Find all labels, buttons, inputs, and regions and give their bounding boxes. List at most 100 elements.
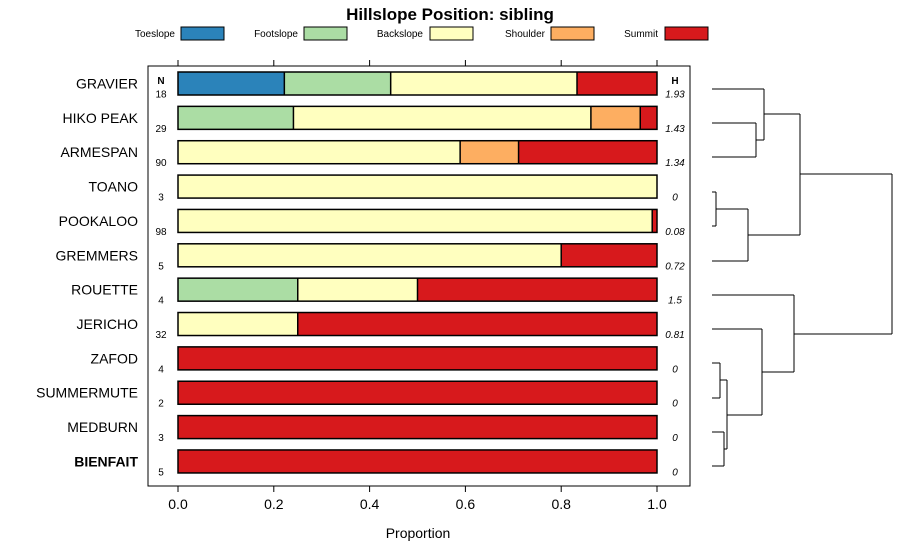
row-label-gremmers: GREMMERS (56, 247, 138, 263)
h-value-gravier: 1.93 (665, 90, 685, 101)
bar-outline-toano (177, 174, 658, 199)
bar-segment-zafod-summit (178, 346, 657, 370)
h-value-medburn: 0 (672, 433, 678, 444)
legend-swatch-backslope (429, 26, 474, 41)
bar-row-jericho: JERICHO 32 0.81 (77, 311, 685, 341)
row-label-zafod: ZAFOD (91, 350, 138, 366)
n-value-medburn: 3 (158, 433, 164, 444)
row-label-rouette: ROUETTE (71, 282, 138, 298)
bar-segment-gremmers-summit (561, 243, 657, 267)
h-value-rouette: 1.5 (668, 296, 682, 307)
bar-outline-gravier (177, 71, 658, 96)
bar-outline-gremmers (177, 243, 658, 268)
bar-outline-medburn (177, 414, 658, 440)
x-tick-label: 0.6 (456, 496, 476, 512)
h-column-header: H (671, 76, 678, 87)
bar-row-hiko-peak: HIKO PEAK 29 1.43 (63, 105, 685, 135)
bar-row-pookaloo: POOKALOO 98 0.08 (59, 208, 685, 238)
bar-segment-rouette-backslope (297, 278, 418, 302)
bar-outline-hiko-peak (177, 105, 658, 131)
bar-segment-gremmers-backslope (178, 243, 562, 267)
row-label-armespan: ARMESPAN (60, 144, 138, 160)
n-value-jericho: 32 (155, 330, 167, 341)
row-label-hiko-peak: HIKO PEAK (63, 110, 139, 126)
h-value-bienfait: 0 (672, 467, 678, 478)
bar-segment-armespan-backslope (178, 140, 461, 164)
bar-segment-hiko-peak-backslope (293, 106, 591, 130)
x-axis-title: Proportion (386, 525, 451, 541)
legend-label-shoulder: Shoulder (505, 29, 546, 40)
bar-segment-jericho-summit (297, 312, 657, 336)
h-value-jericho: 0.81 (665, 330, 684, 341)
chart-title: Hillslope Position: sibling (346, 5, 554, 24)
bar-outline-pookaloo (177, 208, 658, 234)
bar-segment-gravier-toeslope (178, 72, 285, 95)
bar-segment-armespan-shoulder (460, 140, 519, 164)
bar-outline-armespan (177, 139, 658, 165)
x-tick-label: 0.0 (168, 496, 188, 512)
x-tick-label: 0.8 (551, 496, 571, 512)
x-tick-label: 0.4 (360, 496, 380, 512)
n-value-pookaloo: 98 (155, 227, 167, 238)
n-value-rouette: 4 (158, 296, 164, 307)
n-value-zafod: 4 (158, 364, 164, 375)
bar-row-armespan: ARMESPAN 90 1.34 (60, 139, 685, 169)
legend-swatch-shoulder (550, 26, 595, 41)
bar-segment-hiko-peak-shoulder (590, 106, 641, 130)
bar-segment-gravier-summit (577, 72, 657, 95)
bar-segment-hiko-peak-footslope (178, 106, 294, 130)
bar-segment-gravier-footslope (284, 72, 391, 95)
bar-segment-jericho-backslope (178, 312, 298, 336)
legend-label-toeslope: Toeslope (135, 29, 175, 40)
row-label-summermute: SUMMERMUTE (36, 385, 138, 401)
plot-frame (147, 65, 691, 487)
legend-label-footslope: Footslope (254, 29, 298, 40)
bar-row-bienfait: BIENFAIT 5 0 (74, 449, 678, 478)
row-label-gravier: GRAVIER (76, 76, 138, 92)
h-value-hiko-peak: 1.43 (665, 124, 685, 135)
legend-swatch-summit (664, 26, 709, 41)
h-value-gremmers: 0.72 (665, 261, 685, 272)
bar-segment-rouette-summit (417, 278, 657, 302)
legend-label-backslope: Backslope (377, 29, 424, 40)
bar-segment-bienfait-summit (178, 449, 657, 473)
bar-segment-rouette-footslope (178, 278, 298, 302)
bar-segment-toano-backslope (178, 175, 657, 199)
row-label-bienfait: BIENFAIT (74, 453, 138, 469)
bar-segment-gravier-backslope (390, 72, 578, 95)
h-value-toano: 0 (672, 193, 678, 204)
n-value-hiko-peak: 29 (155, 124, 167, 135)
bar-row-summermute: SUMMERMUTE 2 0 (36, 380, 678, 410)
n-value-toano: 3 (158, 193, 164, 204)
bar-rows: GRAVIER 18 1.93 HIKO PEAK 29 1.43 ARMESPAN 90 1.… (36, 71, 685, 478)
row-label-pookaloo: POOKALOO (59, 213, 138, 229)
n-column-header: N (157, 76, 164, 87)
bar-row-rouette: ROUETTE 4 1.5 (71, 277, 682, 307)
h-value-zafod: 0 (672, 364, 678, 375)
bar-outline-summermute (177, 380, 658, 405)
n-value-bienfait: 5 (158, 467, 164, 478)
legend: Toeslope Footslope Backslope Shoulder Summit (135, 26, 709, 41)
cluster-dendrogram (712, 88, 893, 467)
legend-label-summit: Summit (624, 29, 658, 40)
bar-row-medburn: MEDBURN 3 0 (67, 414, 678, 444)
bar-row-zafod: ZAFOD 4 0 (91, 346, 678, 375)
n-value-gremmers: 5 (158, 261, 164, 272)
row-label-medburn: MEDBURN (67, 419, 138, 435)
bar-segment-armespan-summit (518, 140, 657, 164)
legend-swatch-toeslope (180, 26, 225, 41)
row-label-jericho: JERICHO (77, 316, 139, 332)
bar-segment-hiko-peak-summit (640, 106, 657, 130)
x-tick-label: 0.2 (264, 496, 284, 512)
x-tick-label: 1.0 (647, 496, 667, 512)
h-value-pookaloo: 0.08 (665, 227, 685, 238)
n-value-armespan: 90 (155, 158, 167, 169)
bar-outline-jericho (177, 311, 658, 337)
bar-segment-medburn-summit (178, 415, 657, 439)
bar-row-toano: TOANO 3 0 (88, 174, 678, 204)
legend-swatch-footslope (303, 26, 348, 41)
h-value-summermute: 0 (672, 399, 678, 410)
bar-row-gremmers: GREMMERS 5 0.72 (56, 243, 685, 272)
bar-outline-bienfait (177, 449, 658, 474)
